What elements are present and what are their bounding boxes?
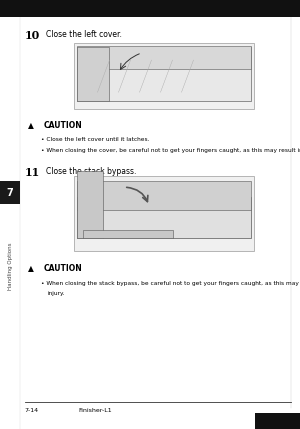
Polygon shape xyxy=(82,230,172,238)
Bar xyxy=(74,176,254,251)
Bar xyxy=(76,46,250,69)
Bar xyxy=(0,0,300,17)
Bar xyxy=(0,17,20,429)
Text: Close the left cover.: Close the left cover. xyxy=(46,30,122,39)
Bar xyxy=(76,47,250,101)
Text: ▲: ▲ xyxy=(28,264,34,273)
Text: Finisher-L1: Finisher-L1 xyxy=(79,408,112,414)
Bar xyxy=(76,171,103,238)
Text: • When closing the cover, be careful not to get your fingers caught, as this may: • When closing the cover, be careful not… xyxy=(41,148,300,153)
Text: Handling Options: Handling Options xyxy=(8,242,13,290)
Text: 11: 11 xyxy=(25,167,40,178)
Text: injury.: injury. xyxy=(47,291,64,296)
Bar xyxy=(76,47,109,101)
Text: • When closing the stack bypass, be careful not to get your fingers caught, as t: • When closing the stack bypass, be care… xyxy=(41,281,300,286)
Text: • Close the left cover until it latches.: • Close the left cover until it latches. xyxy=(41,137,150,142)
Bar xyxy=(76,181,250,210)
Bar xyxy=(74,43,254,109)
Bar xyxy=(255,413,300,429)
Text: 7-14: 7-14 xyxy=(25,408,39,414)
Text: ▲: ▲ xyxy=(28,121,34,130)
Text: 7: 7 xyxy=(7,187,14,198)
Bar xyxy=(0,181,20,204)
Text: Close the stack bypass.: Close the stack bypass. xyxy=(46,167,137,176)
Bar xyxy=(76,197,250,238)
Text: CAUTION: CAUTION xyxy=(44,264,83,273)
Text: CAUTION: CAUTION xyxy=(44,121,83,130)
Text: 10: 10 xyxy=(25,30,40,41)
